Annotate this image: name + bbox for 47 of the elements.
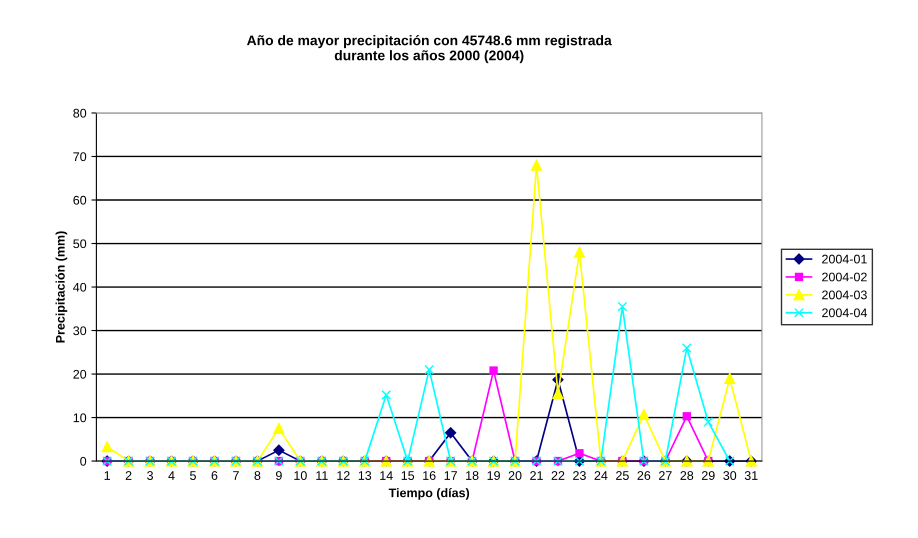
x-tick-label: 25 [616, 471, 629, 480]
y-tick-label: 10 [74, 413, 86, 422]
x-tick-label: 15 [402, 471, 414, 480]
x-tick-label: 12 [337, 471, 350, 480]
x-tick-label: 11 [316, 471, 328, 480]
x-tick-label: 22 [552, 471, 564, 480]
x-tick-label: 13 [358, 471, 372, 480]
y-tick-label: 40 [73, 282, 86, 292]
x-tick-label: 2 [126, 471, 132, 480]
x-tick-label: 4 [168, 471, 175, 480]
x-tick-label: 24 [594, 471, 608, 480]
x-tick-label: 19 [488, 471, 500, 480]
x-axis-title: Tiempo (días) [388, 488, 470, 500]
legend-label: 2004-01 [822, 254, 867, 264]
x-tick-label: 18 [466, 471, 479, 480]
x-tick-label: 1 [104, 471, 110, 480]
y-tick-label: 80 [73, 108, 86, 118]
x-tick-label: 17 [444, 471, 457, 480]
y-tick-label: 20 [73, 370, 86, 379]
x-tick-label: 8 [254, 471, 260, 480]
x-tick-label: 30 [723, 471, 736, 480]
x-tick-label: 3 [147, 471, 153, 480]
chart-title: Año de mayor precipitación con 45748.6 mm registrada durante los años 2000 (2004) [246, 34, 612, 64]
x-tick-label: 29 [702, 471, 715, 480]
legend-label: 2004-02 [822, 272, 867, 282]
y-tick-label: 0 [80, 456, 86, 466]
x-tick-label: 7 [233, 471, 239, 480]
legend-label: 2004-03 [822, 290, 867, 300]
x-tick-label: 16 [423, 471, 436, 480]
y-axis-title: Precipitación (mm) [55, 231, 68, 342]
x-tick-label: 10 [294, 471, 307, 480]
y-tick-label: 70 [73, 152, 86, 162]
x-tick-label: 14 [380, 471, 393, 480]
y-tick-label: 30 [73, 326, 86, 336]
x-tick-label: 23 [573, 471, 586, 480]
x-tick-label: 6 [212, 471, 218, 480]
legend-label: 2004-04 [822, 308, 868, 318]
x-tick-label: 21 [530, 471, 543, 480]
x-tick-label: 20 [508, 471, 522, 480]
x-tick-label: 9 [276, 471, 282, 480]
y-tick-label: 50 [73, 239, 86, 248]
x-tick-label: 26 [638, 471, 650, 480]
x-tick-label: 27 [659, 471, 672, 480]
y-tick-label: 60 [73, 196, 86, 205]
x-tick-label: 5 [190, 471, 196, 480]
x-tick-label: 31 [744, 471, 758, 480]
x-tick-label: 28 [680, 471, 694, 480]
